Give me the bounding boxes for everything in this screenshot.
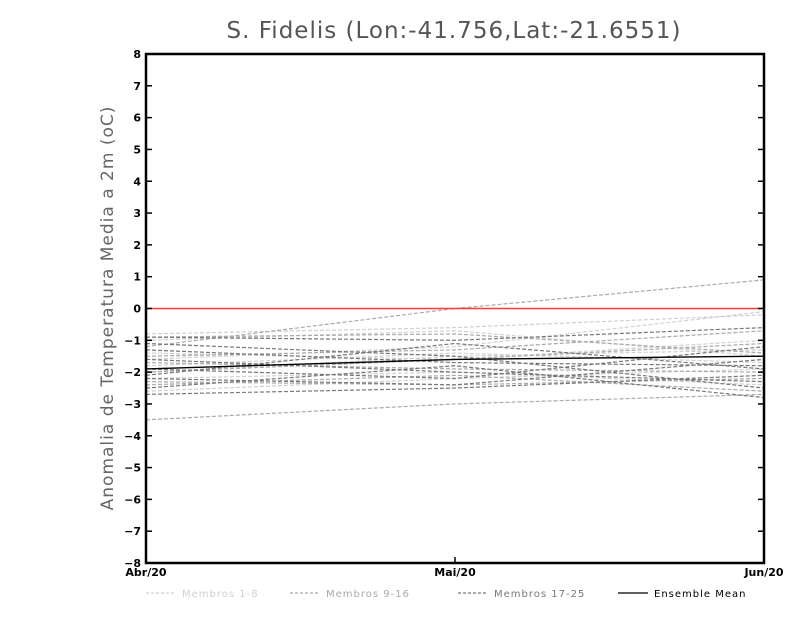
- series-line-11: [145, 374, 765, 392]
- y-tick-label: −3: [124, 398, 141, 411]
- series-line-23: [145, 358, 765, 383]
- series-line-13: [145, 393, 765, 421]
- y-axis-label: Anomalia de Temperatura Media a 2m (oC): [98, 106, 118, 511]
- y-tick-label: 7: [133, 80, 141, 93]
- y-tick-label: 6: [133, 112, 141, 125]
- y-tick-label: −2: [124, 366, 141, 379]
- series-line-7: [145, 352, 765, 367]
- series-line-24: [145, 358, 765, 386]
- y-tick-label: 5: [133, 143, 141, 156]
- x-axis: Abr/20 Mai/20 Jun/20: [125, 557, 784, 579]
- series-line-22: [145, 342, 765, 376]
- y-tick-label: −6: [124, 493, 141, 506]
- y-tick-label: 4: [133, 175, 141, 188]
- legend-label-1: Membros 1-8: [182, 589, 259, 600]
- chart-title: S. Fidelis (Lon:-41.756,Lat:-21.6551): [226, 18, 682, 44]
- y-tick-label: −4: [124, 430, 141, 443]
- series-line-25: [145, 342, 765, 389]
- series-line-15: [145, 330, 765, 357]
- y-tick-label: 3: [133, 207, 141, 220]
- y-tick-label: −5: [124, 462, 141, 475]
- x-tick-label: Abr/20: [125, 566, 166, 579]
- series-lines: [145, 279, 765, 421]
- legend-label-4: Ensemble Mean: [654, 589, 746, 600]
- series-line-17: [145, 326, 765, 341]
- y-tick-label: 2: [133, 239, 141, 252]
- x-tick-label: Mai/20: [434, 566, 476, 579]
- y-tick-label: −1: [124, 334, 141, 347]
- y-tick-label: −8: [124, 557, 141, 570]
- legend-label-2: Membros 9-16: [326, 589, 410, 600]
- y-tick-label: 1: [133, 271, 141, 284]
- series-line-21: [145, 374, 765, 395]
- series-line-1: [145, 314, 765, 335]
- y-tick-label: −7: [124, 525, 141, 538]
- series-line-6: [145, 330, 765, 357]
- y-tick-label: 8: [133, 48, 141, 61]
- y-axis: −8 −7 −6 −5 −4 −3 −2 −1 0 1 2 3 4 5 6 7 8: [124, 48, 764, 570]
- series-line-26: [145, 355, 765, 370]
- x-tick-label: Jun/20: [743, 566, 783, 579]
- legend-label-3: Membros 17-25: [494, 589, 585, 600]
- series-line-20: [145, 349, 765, 367]
- legend: Membros 1-8 Membros 9-16 Membros 17-25 Ense…: [146, 589, 746, 600]
- series-line-9: [145, 279, 765, 348]
- series-line-10: [145, 333, 765, 354]
- y-tick-label: 0: [133, 303, 141, 316]
